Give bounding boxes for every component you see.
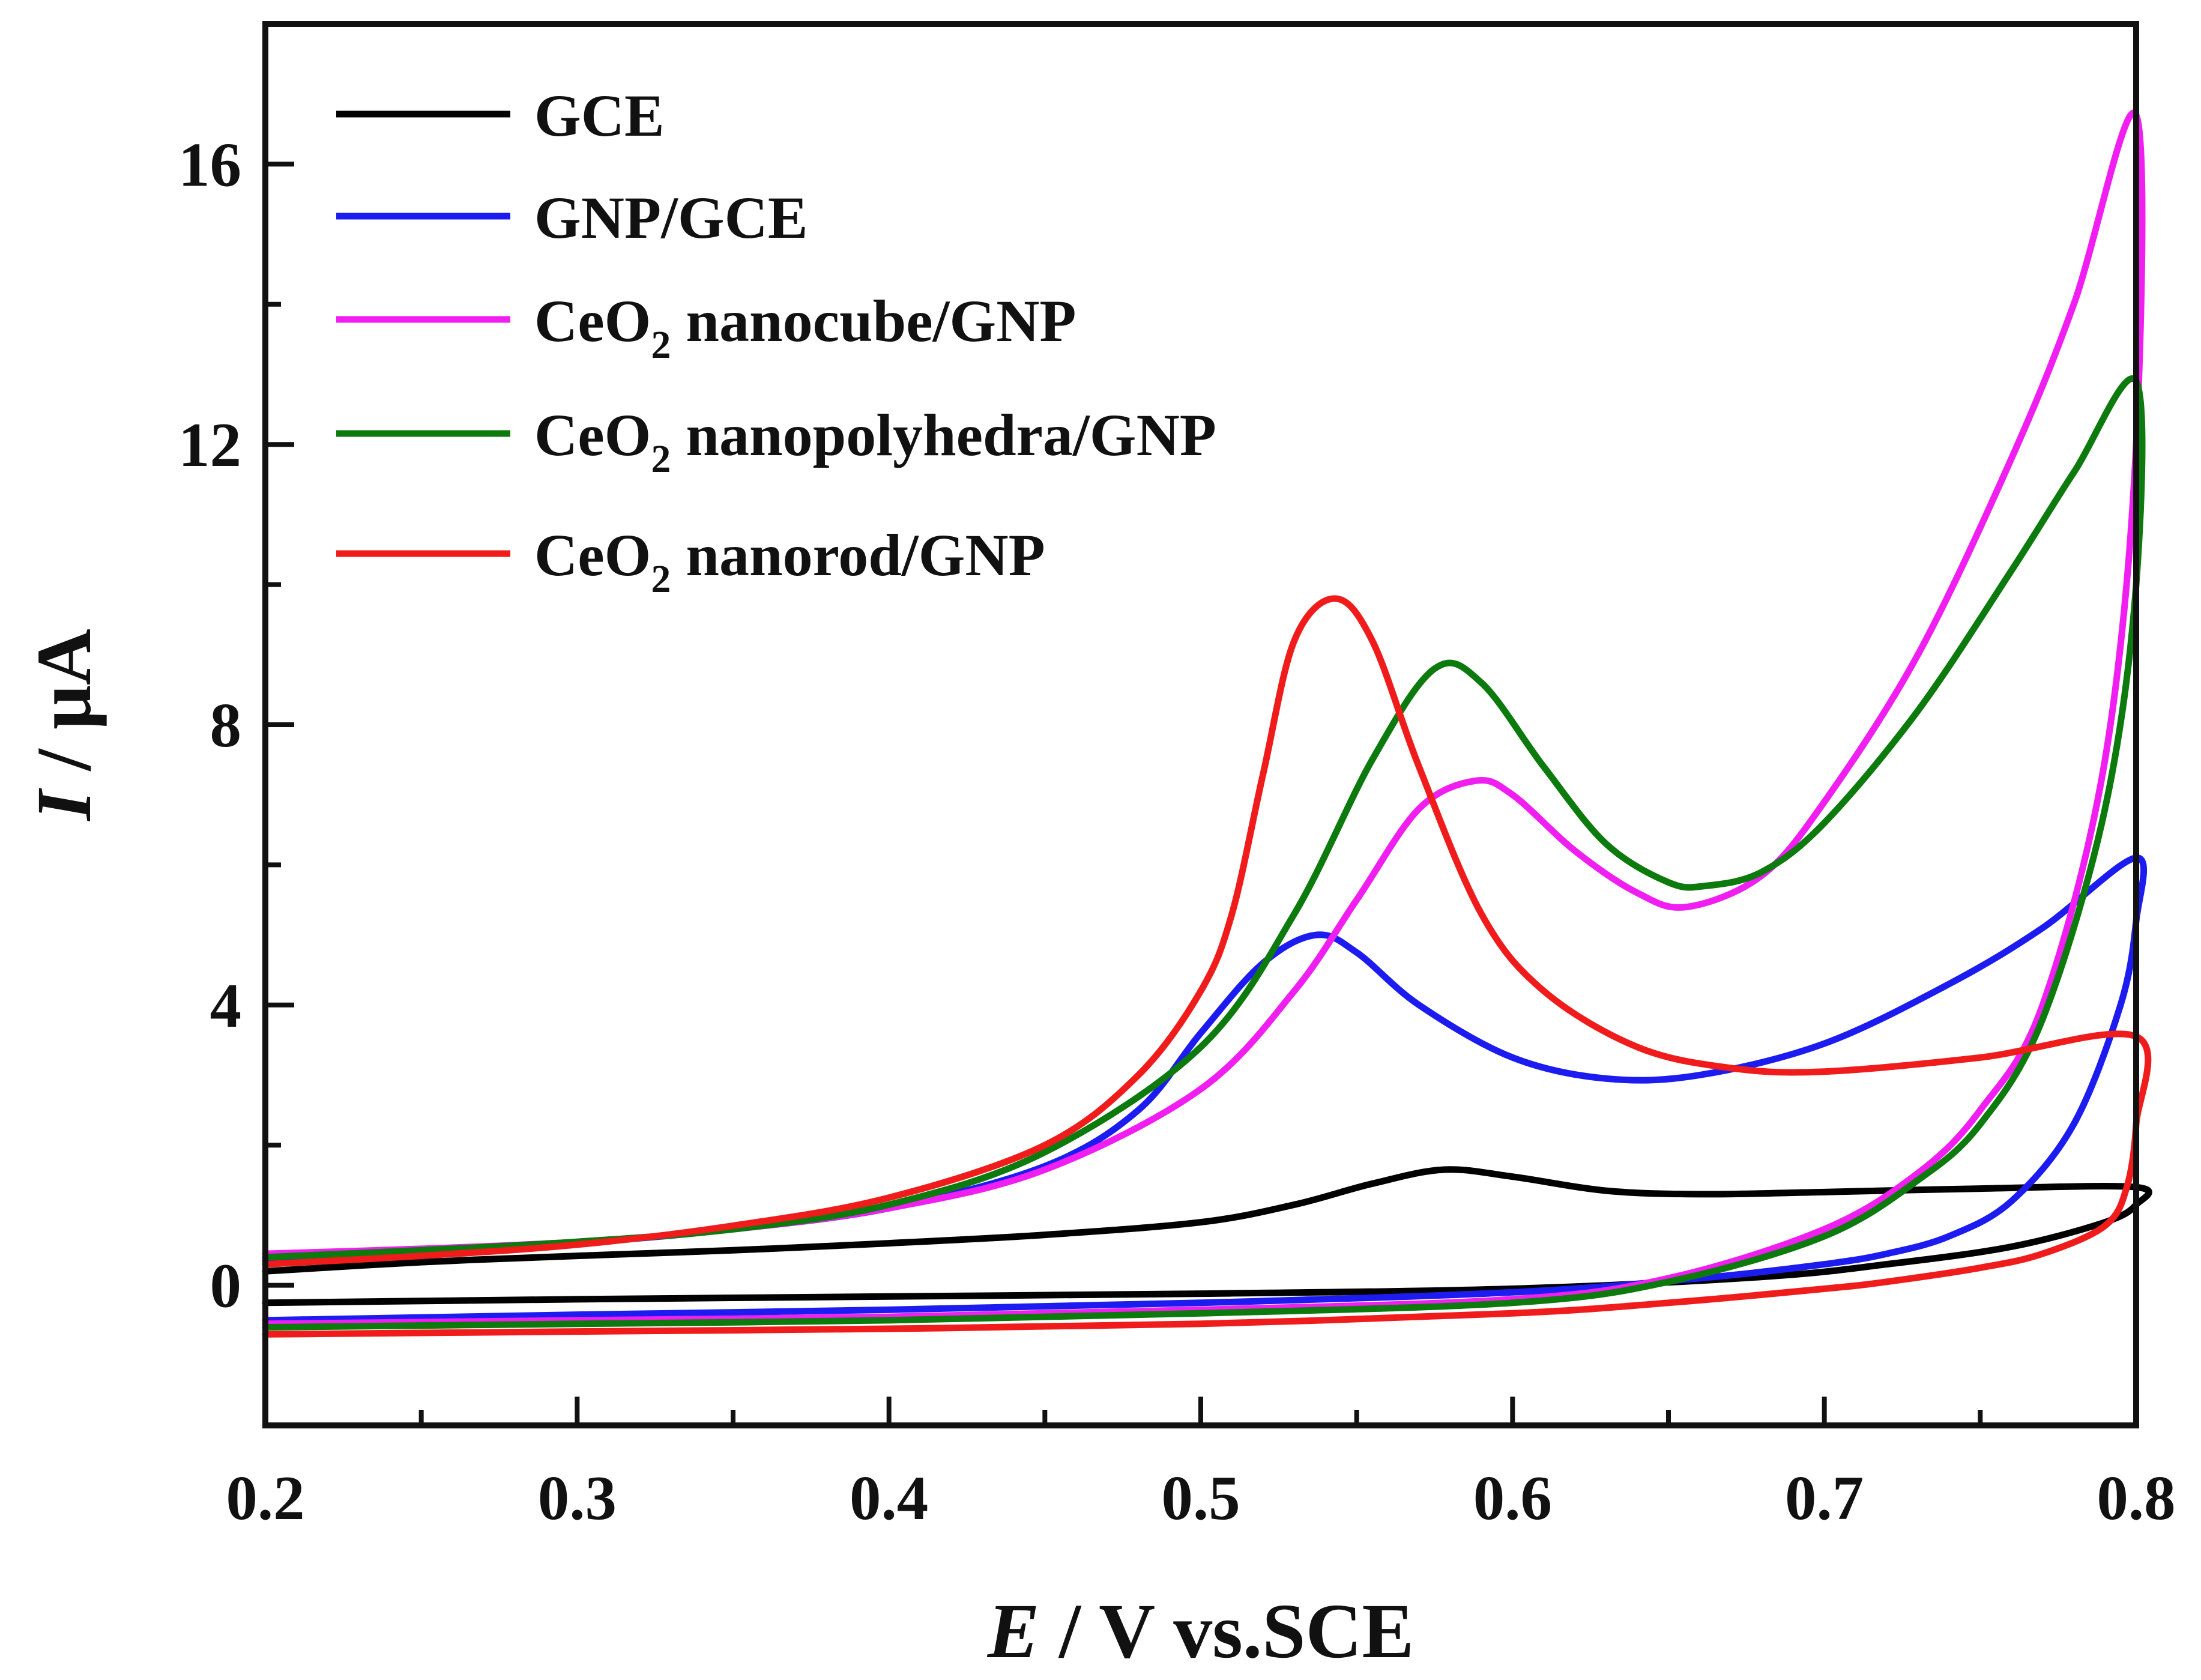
series-line-ceo2-nanorod-gnp [262,595,2152,1338]
x-tick-label: 0.6 [1473,1463,1552,1533]
y-tick-label: 0 [210,1251,242,1321]
x-axis-title-unit: / V vs.SCE [1039,1588,1414,1675]
x-tick-label: 0.3 [538,1463,617,1533]
x-axis-ticks: 0.2 0.3 0.4 0.5 0.6 0.7 0.8 [226,1397,2176,1533]
legend-item-nanocube: CeO2 nanocube/GNP [336,288,1076,367]
y-axis-title: I / μA [21,629,107,821]
legend-label-nanocube: CeO2 nanocube/GNP [534,288,1076,367]
y-axis-title-symbol: I [21,788,107,822]
legend-label-nanorod-formula: CeO [534,522,651,588]
legend-label-nanocube-formula: CeO [534,288,651,354]
x-tick-label: 0.8 [2097,1463,2175,1533]
x-tick-label: 0.7 [1785,1463,1864,1533]
x-tick-label: 0.4 [850,1463,928,1533]
legend: GCE GNP/GCE CeO2 nanocube/GNP CeO2 nanop… [336,82,1216,601]
y-tick-label: 12 [178,409,241,480]
legend-item-nanopolyhedra: CeO2 nanopolyhedra/GNP [336,402,1216,481]
legend-label-nanorod-subscript: 2 [651,557,671,601]
x-axis-title: E / V vs.SCE [987,1588,1414,1675]
y-tick-label: 16 [178,129,241,199]
series-line-ceo2-nanopolyhedra-gnp [262,375,2146,1331]
series-line-ceo2-nanocube-gnp [262,109,2146,1328]
x-tick-label: 0.5 [1161,1463,1240,1533]
y-tick-label: 8 [210,690,242,760]
legend-label-gce: GCE [534,82,665,149]
legend-label-nanopolyhedra-rest: nanopolyhedra/GNP [671,402,1216,468]
y-tick-label: 4 [210,970,242,1041]
series-line-gce [262,1166,2152,1307]
legend-item-gce: GCE [336,82,665,149]
legend-label-nanocube-subscript: 2 [651,323,671,367]
legend-label-nanorod-rest: nanorod/GNP [671,522,1045,588]
legend-item-gnp-gce: GNP/GCE [336,184,808,251]
y-axis-ticks: 0 4 8 12 16 [178,22,294,1428]
legend-label-nanopolyhedra-subscript: 2 [651,437,671,481]
x-axis-title-symbol: E [987,1588,1040,1675]
x-tick-label: 0.2 [226,1463,304,1533]
legend-label-nanorod: CeO2 nanorod/GNP [534,522,1045,601]
legend-label-gce-main: GCE [534,82,665,149]
legend-label-gnp-gce: GNP/GCE [534,184,808,251]
legend-label-nanopolyhedra-formula: CeO [534,402,651,468]
y-axis-title-unit: / μA [21,629,107,790]
legend-label-gnp-gce-main: GNP/GCE [534,184,808,251]
legend-item-nanorod: CeO2 nanorod/GNP [336,522,1045,601]
legend-label-nanocube-rest: nanocube/GNP [671,288,1076,354]
series-curves [262,109,2152,1338]
legend-label-nanopolyhedra: CeO2 nanopolyhedra/GNP [534,402,1216,481]
